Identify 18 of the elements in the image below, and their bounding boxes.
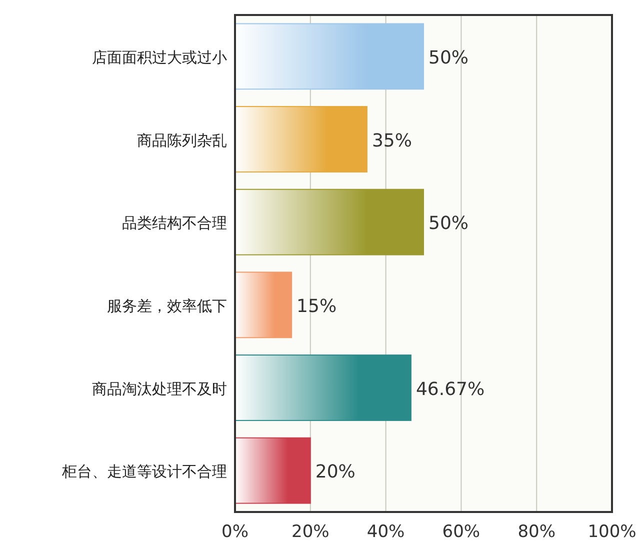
- y-tick-label: 柜台、走道等设计不合理: [61, 462, 227, 481]
- x-tick-label: 20%: [292, 522, 330, 542]
- y-tick-label: 商品淘汰处理不及时: [92, 380, 227, 398]
- y-tick-label: 服务差，效率低下: [107, 296, 227, 315]
- x-tick-label: 0%: [222, 522, 248, 542]
- data-label: 46.67%: [416, 378, 485, 400]
- x-tick-label: 80%: [518, 522, 556, 542]
- x-tick-label: 100%: [588, 522, 636, 542]
- data-label: 20%: [315, 462, 356, 483]
- data-label: 50%: [428, 47, 469, 68]
- y-tick-label: 店面面积过大或过小: [92, 48, 227, 66]
- x-tick-label: 40%: [366, 522, 405, 542]
- y-tick-label: 商品陈列杂乱: [137, 131, 227, 150]
- data-label: 15%: [296, 296, 337, 317]
- x-tick-label: 60%: [442, 522, 480, 542]
- data-label: 35%: [372, 130, 412, 152]
- data-label: 50%: [428, 213, 469, 234]
- y-tick-label: 品类结构不合理: [122, 214, 227, 232]
